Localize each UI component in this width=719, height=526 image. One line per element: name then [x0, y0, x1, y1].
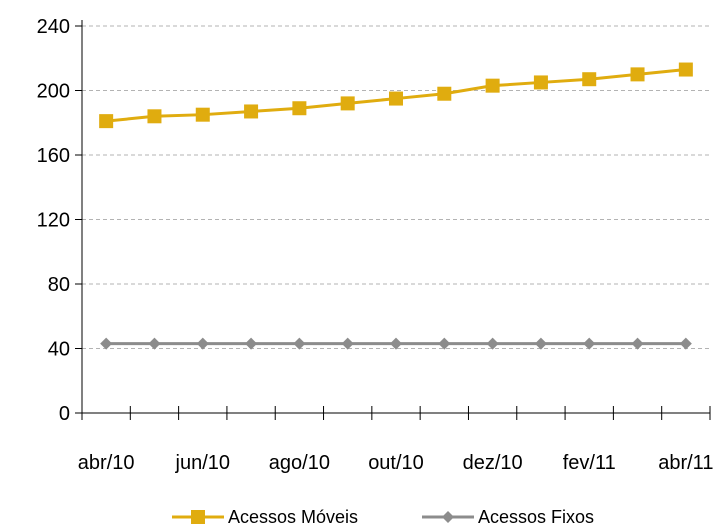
axes — [75, 20, 711, 420]
x-tick-label: jun/10 — [175, 452, 231, 474]
data-point — [485, 78, 500, 93]
data-point — [534, 337, 547, 350]
data-point — [438, 337, 451, 350]
data-point — [244, 104, 259, 119]
data-point — [678, 62, 693, 77]
data-point — [292, 101, 307, 116]
x-tick-label: out/10 — [368, 452, 424, 474]
x-tick-label: ago/10 — [269, 452, 330, 474]
x-tick-label: abr/10 — [78, 452, 135, 474]
data-point — [147, 109, 162, 124]
data-point — [389, 91, 403, 106]
data-point — [631, 337, 644, 350]
y-tick-label: 40 — [48, 339, 70, 361]
data-point — [245, 337, 258, 350]
data-point — [99, 114, 114, 129]
y-tick-label: 80 — [48, 274, 70, 296]
data-point — [582, 72, 597, 87]
data-point — [390, 337, 402, 350]
data-point — [679, 337, 692, 350]
data-point — [293, 337, 306, 350]
data-point — [437, 86, 452, 101]
data-point — [195, 107, 210, 122]
x-axis-tick-labels: abr/10 jun/10 ago/10 out/10 dez/10 fev/11 abr/… — [78, 452, 714, 474]
y-tick-label: 240 — [37, 16, 70, 38]
data-point — [630, 67, 645, 82]
x-tick-label: dez/10 — [463, 452, 523, 474]
legend-label: Acessos Móveis — [228, 507, 358, 526]
legend-marker — [442, 511, 454, 523]
x-tick-label: abr/11 — [658, 452, 713, 474]
y-axis-tick-labels: 0 40 80 120 160 200 240 — [37, 16, 70, 425]
y-tick-label: 200 — [37, 81, 70, 103]
data-point — [196, 337, 209, 350]
data-point — [533, 75, 548, 90]
x-tick-label: fev/11 — [563, 452, 616, 474]
legend-marker — [191, 510, 205, 524]
legend-label: Acessos Fixos — [478, 507, 594, 526]
legend: Acessos Móveis Acessos Fixos — [172, 507, 594, 526]
y-tick-label: 120 — [37, 210, 70, 232]
gridlines — [82, 25, 710, 349]
y-tick-label: 0 — [59, 403, 70, 425]
y-tick-label: 160 — [37, 145, 70, 167]
data-point — [148, 337, 161, 350]
data-point — [341, 337, 354, 350]
data-series — [99, 62, 693, 350]
data-point — [340, 96, 355, 111]
data-point — [486, 337, 499, 350]
data-point — [100, 337, 113, 350]
data-point — [583, 337, 596, 350]
